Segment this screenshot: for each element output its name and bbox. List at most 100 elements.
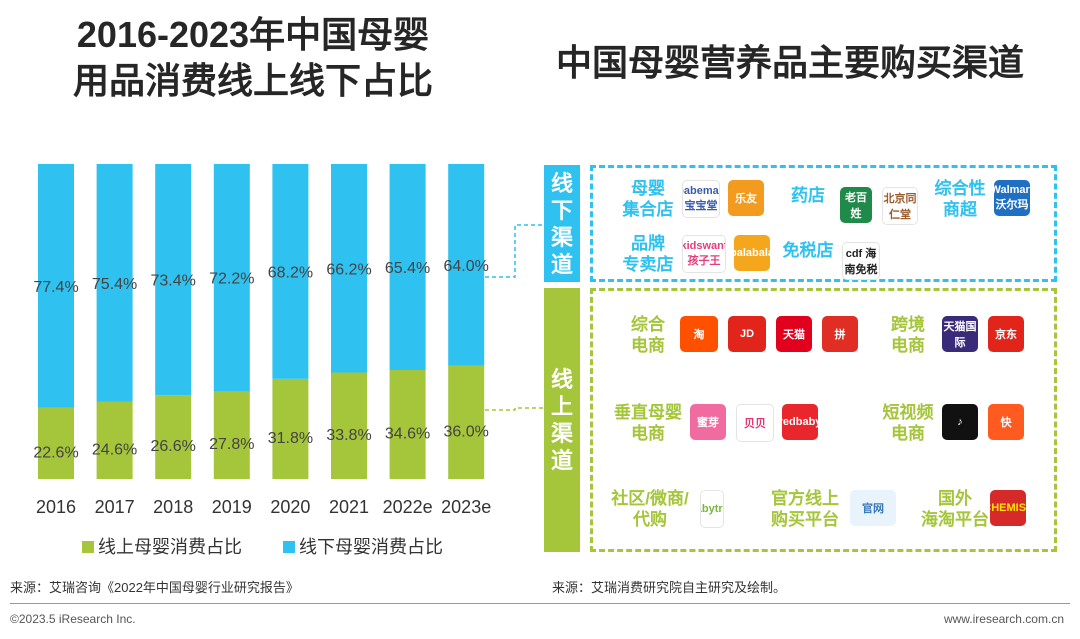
online-category-name: 国外 — [938, 489, 972, 508]
online-logo: 快 — [988, 404, 1024, 440]
channel-label-char: 上 — [550, 394, 573, 419]
data-label-online-2020: 31.8% — [268, 430, 313, 447]
online-category-name: 综合 — [631, 315, 665, 334]
online-logo: 京东 — [988, 316, 1024, 352]
bar-offline-2017 — [96, 164, 133, 402]
bar-offline-2018 — [155, 164, 192, 396]
left-source: 来源：艾瑞咨询《2022年中国母婴行业研究报告》 — [10, 580, 299, 595]
online-category-name: 垂直母婴 — [614, 403, 682, 422]
offline-logo: balabala — [734, 235, 770, 271]
online-logo: 天猫国际 — [942, 316, 978, 352]
right-title: 中国母婴营养品主要购买渠道 — [555, 42, 1024, 83]
channel-label-char: 线 — [550, 170, 573, 196]
offline-logo: 北京同仁堂 — [882, 187, 918, 225]
data-label-offline-2023e: 64.0% — [444, 258, 489, 275]
connector-lines — [485, 224, 543, 411]
bar-offline-2019 — [213, 164, 250, 392]
bar-offline-2020 — [272, 164, 309, 379]
data-label-offline-2020: 68.2% — [268, 264, 313, 281]
data-label-offline-2022e: 65.4% — [385, 260, 430, 277]
legend-label-offline: 线下母婴消费占比 — [299, 537, 443, 557]
bar-online-2018 — [155, 395, 192, 479]
offline-logo: 乐友 — [728, 180, 764, 216]
offline-connector — [485, 224, 543, 278]
legend-swatch-offline — [283, 541, 295, 553]
data-label-offline-2019: 72.2% — [209, 271, 254, 288]
offline-logo: Walmart 沃尔玛 — [994, 180, 1030, 216]
x-tick-2017: 2017 — [95, 497, 135, 517]
legend-swatch-online — [82, 541, 94, 553]
x-tick-2020: 2020 — [270, 497, 310, 517]
offline-logo: 老百姓 — [840, 187, 872, 223]
footer-divider — [10, 603, 1070, 604]
offline-logo: cdf 海南免税 — [842, 242, 880, 280]
offline-category-2: 综合性 商超 — [910, 178, 1010, 220]
online-logo: JD — [728, 316, 766, 352]
bar-online-2022e — [389, 370, 426, 479]
offline-category-0: 母婴 集合店 — [598, 178, 698, 220]
online-logo: 淘 — [680, 316, 718, 352]
left-title-line1: 2016-2023年中国母婴 — [76, 14, 430, 55]
channel-label-char: 下 — [550, 197, 573, 223]
data-label-offline-2017: 75.4% — [92, 276, 137, 293]
bar-online-2019 — [213, 391, 250, 479]
data-label-online-2022e: 34.6% — [385, 426, 430, 443]
online-category-name: 电商 — [631, 336, 665, 355]
legend-label-online: 线上母婴消费占比 — [98, 537, 242, 557]
online-category-name: 电商 — [631, 424, 665, 443]
x-tick-2016: 2016 — [36, 497, 76, 517]
offline-category-3: 品牌 专卖店 — [598, 233, 698, 275]
online-connector — [485, 407, 543, 411]
left-title: 2016-2023年中国母婴 用品消费线上线下占比 — [18, 12, 488, 104]
online-category-name: 电商 — [891, 336, 925, 355]
offline-channel-label: 线下渠道 — [544, 165, 580, 282]
channel-label-char: 道 — [550, 251, 573, 277]
online-category-4: 社区/微商/代购 — [600, 488, 700, 530]
website-url: www.iresearch.com.cn — [943, 612, 1064, 626]
online-category-name: 代购 — [633, 510, 667, 529]
data-label-online-2023e: 36.0% — [444, 423, 489, 440]
offline-category-name: 商超 — [943, 200, 977, 219]
online-logo: 天猫 — [776, 316, 812, 352]
online-logo: 贝贝 — [736, 404, 774, 442]
bar-online-2020 — [272, 378, 309, 479]
right-source: 来源：艾瑞消费研究院自主研究及绘制。 — [552, 580, 787, 595]
bar-online-2017 — [96, 401, 133, 479]
online-category-name: 电商 — [891, 424, 925, 443]
online-category-name: 短视频 — [882, 403, 934, 422]
offline-category-1: 药店 — [758, 185, 858, 206]
online-logo: redbaby — [782, 404, 818, 440]
online-logo: babytree — [700, 490, 724, 528]
online-logo: 官网 — [850, 490, 896, 526]
online-logo: 拼 — [822, 316, 858, 352]
online-channel-label: 线上渠道 — [544, 288, 580, 552]
data-label-online-2021: 33.8% — [326, 427, 371, 444]
online-category-1: 跨境 电商 — [858, 314, 958, 356]
offline-channel-box — [590, 165, 1057, 282]
online-category-name: 海淘平台 — [921, 510, 989, 529]
online-category-6: 国外 海淘平台 — [905, 488, 1005, 530]
data-label-online-2019: 27.8% — [209, 436, 254, 453]
online-logo: 蜜芽 — [690, 404, 726, 440]
data-label-online-2018: 26.6% — [151, 438, 196, 455]
online-category-name: 社区/微商/ — [611, 489, 689, 508]
online-category-name: 购买平台 — [771, 510, 839, 529]
x-tick-2018: 2018 — [153, 497, 193, 517]
online-category-name: 官方线上 — [771, 489, 839, 508]
online-category-0: 综合 电商 — [598, 314, 698, 356]
offline-category-name: 专卖店 — [622, 255, 674, 274]
stacked-bar-chart: 22.6% 77.4% 2016 24.6% 75.4% 2017 26.6% 73.4% 20… — [33, 164, 491, 557]
online-logo: ♪ — [942, 404, 978, 440]
bar-online-2023e — [448, 365, 485, 479]
offline-category-name: 药店 — [791, 186, 825, 205]
offline-category-name: 品牌 — [631, 234, 665, 253]
channel-label-char: 渠 — [550, 421, 573, 446]
data-label-online-2017: 24.6% — [92, 441, 137, 458]
bar-offline-2022e — [389, 164, 426, 371]
x-tick-2022e: 2022e — [383, 497, 433, 517]
bar-offline-2023e — [448, 164, 485, 366]
online-category-3: 短视频 电商 — [858, 402, 958, 444]
online-category-2: 垂直母婴 电商 — [598, 402, 698, 444]
offline-category-name: 集合店 — [622, 200, 674, 219]
offline-category-name: 综合性 — [934, 179, 986, 198]
